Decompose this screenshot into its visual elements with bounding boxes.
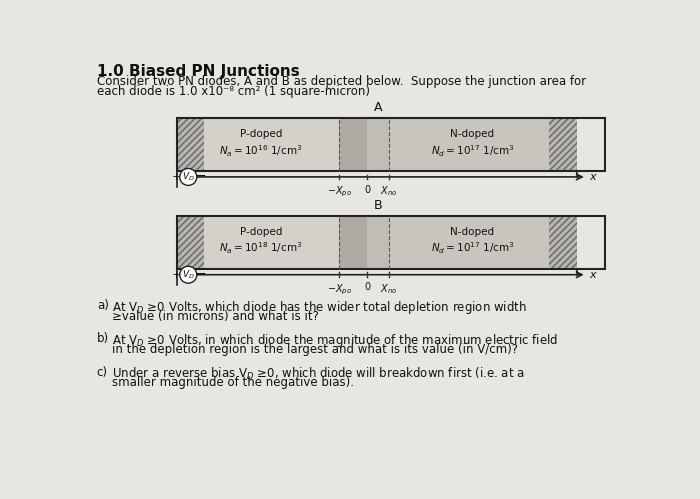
Text: P-doped: P-doped — [240, 129, 282, 139]
Text: smaller magnitude of the negative bias).: smaller magnitude of the negative bias). — [112, 376, 354, 389]
Text: each diode is 1.0 x10⁻⁸ cm² (1 square-micron): each diode is 1.0 x10⁻⁸ cm² (1 square-mi… — [97, 84, 370, 97]
Text: c): c) — [97, 366, 108, 379]
Text: x: x — [589, 172, 596, 182]
Text: +: + — [172, 172, 181, 182]
Circle shape — [180, 169, 197, 186]
Text: +: + — [172, 270, 181, 280]
Bar — [176, 118, 606, 171]
Text: $X_{no}$: $X_{no}$ — [380, 185, 398, 199]
Bar — [204, 118, 340, 171]
Text: ≥value (in microns) and what is it?: ≥value (in microns) and what is it? — [112, 310, 319, 323]
Circle shape — [180, 266, 197, 283]
Text: in the depletion region is the largest and what is its value (in V/cm)?: in the depletion region is the largest a… — [112, 343, 518, 356]
Bar — [550, 216, 578, 268]
Text: 0: 0 — [364, 282, 370, 292]
Bar — [204, 216, 340, 268]
Bar — [389, 216, 550, 268]
Bar — [176, 216, 606, 268]
Bar — [340, 216, 368, 268]
Bar — [340, 118, 368, 171]
Text: b): b) — [97, 332, 109, 345]
Text: B: B — [374, 199, 382, 212]
Bar — [368, 118, 388, 171]
Text: Consider two PN diodes, A and B as depicted below.  Suppose the junction area fo: Consider two PN diodes, A and B as depic… — [97, 74, 586, 87]
Bar — [389, 118, 550, 171]
Text: $V_D$: $V_D$ — [182, 171, 195, 183]
Text: Under a reverse bias V$_D$ ≥0, which diode will breakdown first (i.e. at a: Under a reverse bias V$_D$ ≥0, which dio… — [112, 366, 525, 382]
Text: −: − — [194, 267, 206, 281]
Text: 0: 0 — [364, 185, 370, 195]
Text: $-X_{po}$: $-X_{po}$ — [327, 282, 352, 297]
Text: $X_{no}$: $X_{no}$ — [380, 282, 398, 296]
Bar — [176, 216, 204, 268]
Text: a): a) — [97, 299, 108, 312]
Text: −: − — [194, 169, 206, 183]
Text: 1.0 Biased PN Junctions: 1.0 Biased PN Junctions — [97, 64, 300, 79]
Text: P-doped: P-doped — [240, 227, 282, 237]
Text: $N_a = 10^{16}$ 1/cm$^3$: $N_a = 10^{16}$ 1/cm$^3$ — [219, 143, 303, 159]
Bar — [176, 118, 204, 171]
Bar — [550, 118, 578, 171]
Bar — [368, 216, 388, 268]
Text: N-doped: N-doped — [450, 129, 494, 139]
Text: $N_d = 10^{17}$ 1/cm$^3$: $N_d = 10^{17}$ 1/cm$^3$ — [430, 241, 514, 256]
Text: A: A — [374, 101, 382, 114]
Text: $N_d = 10^{17}$ 1/cm$^3$: $N_d = 10^{17}$ 1/cm$^3$ — [430, 143, 514, 159]
Text: At V$_D$ ≥0 Volts, which diode has the wider total depletion region width: At V$_D$ ≥0 Volts, which diode has the w… — [112, 299, 527, 316]
Text: $V_D$: $V_D$ — [182, 268, 195, 281]
Text: At V$_D$ ≥0 Volts, in which diode the magnitude of the maximum electric field: At V$_D$ ≥0 Volts, in which diode the ma… — [112, 332, 559, 349]
Text: $-X_{po}$: $-X_{po}$ — [327, 185, 352, 199]
Text: $N_a = 10^{18}$ 1/cm$^3$: $N_a = 10^{18}$ 1/cm$^3$ — [219, 241, 303, 256]
Text: N-doped: N-doped — [450, 227, 494, 237]
Text: x: x — [589, 270, 596, 280]
